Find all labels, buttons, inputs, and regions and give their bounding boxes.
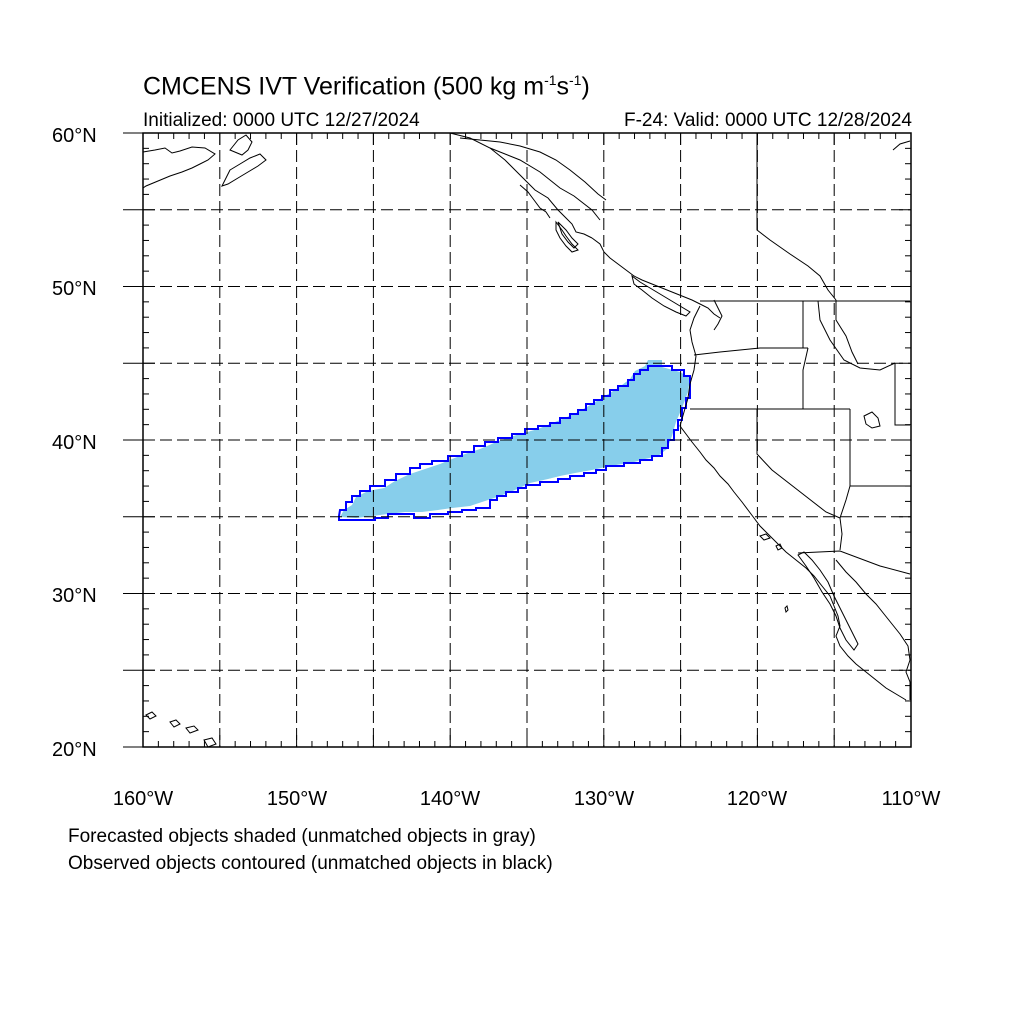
guadalupe-island — [784, 605, 789, 613]
axis-ticks — [123, 132, 912, 748]
political-boundaries — [489, 133, 911, 575]
lon-label-160w: 160°W — [113, 788, 173, 810]
nw-corner-coast — [892, 140, 911, 151]
lon-label-150w: 150°W — [267, 788, 327, 810]
southeast-alaska — [449, 132, 593, 239]
alberta-sask-border — [835, 300, 859, 365]
haida-gwaii — [557, 221, 579, 249]
bc-coast — [591, 237, 721, 319]
or-id-border — [802, 347, 809, 409]
lat-label-50n: 50°N — [52, 278, 97, 300]
kodiak-island — [221, 153, 267, 187]
lat-label-20n: 20°N — [52, 739, 97, 761]
baja-california — [797, 551, 859, 651]
map-frame — [142, 132, 912, 748]
hawaii-oahu — [169, 719, 181, 728]
lon-label-140w: 140°W — [420, 788, 480, 810]
coastlines — [142, 132, 911, 748]
map-title: CMCENS IVT Verification (500 kg m-1s-1) — [143, 72, 590, 101]
lat-label-30n: 30°N — [52, 585, 97, 607]
initialized-time: Initialized: 0000 UTC 12/27/2024 — [143, 110, 420, 131]
lon-label-120w: 120°W — [727, 788, 787, 810]
us-mexico-border — [797, 550, 911, 575]
kenai-coast — [229, 134, 253, 156]
alaska-panhandle-islands — [519, 184, 579, 253]
ca-az-border — [839, 517, 843, 551]
hawaii-maui — [185, 725, 199, 734]
caption-forecast: Forecasted objects shaded (unmatched obj… — [68, 826, 536, 847]
mexico-mainland-coast — [835, 559, 911, 700]
lat-label-40n: 40°N — [52, 432, 97, 454]
us-west-coast — [679, 305, 907, 701]
vancouver-island — [631, 274, 691, 317]
forecast-object — [340, 360, 690, 518]
id-mt-border — [817, 300, 896, 371]
great-salt-lake — [863, 411, 881, 429]
bc-mainland — [459, 137, 607, 201]
alaska-coast — [142, 146, 216, 189]
graticule — [143, 133, 911, 747]
hawaii-big-island — [203, 737, 217, 748]
nv-az-border — [839, 485, 851, 519]
lat-label-60n: 60°N — [52, 125, 97, 147]
ak-bc-border — [489, 147, 601, 221]
bc-alberta-border — [756, 133, 837, 301]
channel-islands — [759, 533, 783, 551]
latitude-labels: 60°N 50°N 40°N 30°N 20°N — [52, 125, 97, 761]
caption-observed: Observed objects contoured (unmatched ob… — [68, 853, 553, 874]
longitude-labels: 160°W 150°W 140°W 130°W 120°W 110°W — [113, 788, 941, 810]
wa-or-border — [693, 347, 808, 356]
observed-object-contour — [338, 365, 691, 521]
hawaii-kauai — [145, 711, 157, 720]
lon-label-130w: 130°W — [574, 788, 634, 810]
valid-time: F-24: Valid: 0000 UTC 12/28/2024 — [624, 110, 912, 131]
nw-inland-coast — [713, 299, 723, 331]
lon-label-110w: 110°W — [882, 788, 941, 810]
ca-nv-border — [756, 409, 841, 519]
